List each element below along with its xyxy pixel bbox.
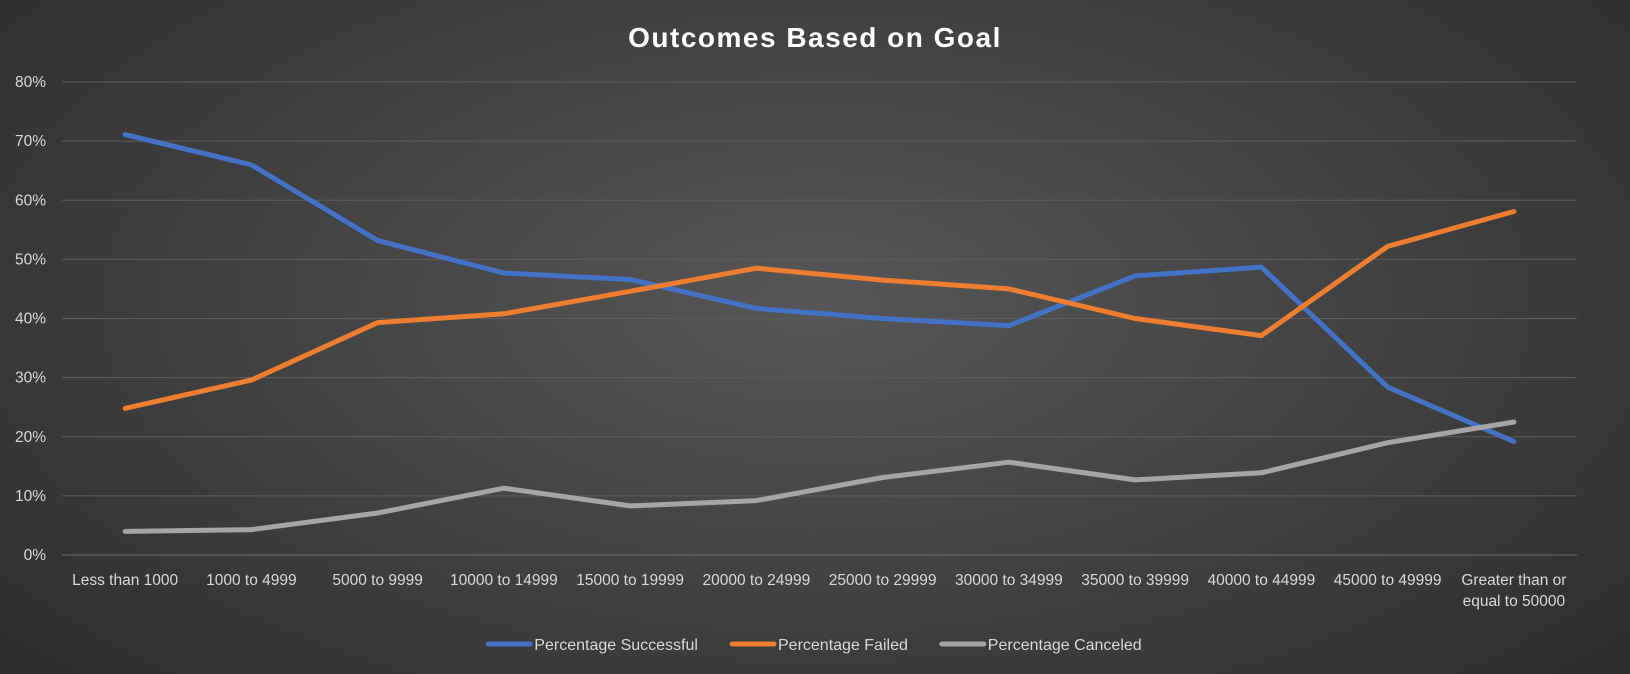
legend-label: Percentage Failed xyxy=(778,637,908,654)
x-tick-label: 15000 to 19999 xyxy=(576,572,684,589)
series-line-1 xyxy=(122,132,1517,444)
x-tick-label: 40000 to 44999 xyxy=(1208,572,1316,589)
y-tick-label: 30% xyxy=(15,370,46,387)
x-tick-label: Less than 1000 xyxy=(72,572,178,589)
x-tick-label: 30000 to 34999 xyxy=(955,572,1063,589)
y-tick-label: 10% xyxy=(15,488,46,505)
y-tick-label: 0% xyxy=(24,547,47,564)
y-tick-label: 80% xyxy=(15,74,46,91)
legend-item: Percentage Successful xyxy=(485,637,698,654)
chart-title: Outcomes Based on Goal xyxy=(628,22,1002,53)
y-tick-label: 40% xyxy=(15,311,46,328)
series-lines xyxy=(122,132,1517,534)
x-tick-label: 35000 to 39999 xyxy=(1081,572,1189,589)
legend-item: Percentage Canceled xyxy=(939,637,1142,654)
legend: Percentage Successful Percentage Failed Pe… xyxy=(485,637,1142,654)
y-tick-label: 60% xyxy=(15,192,46,209)
x-tick-label: Greater than or equal to 50000 xyxy=(1461,572,1566,610)
y-tick-label: 50% xyxy=(15,251,46,268)
series-line-3 xyxy=(122,419,1517,534)
x-tick-label: 1000 to 4999 xyxy=(206,572,297,589)
x-tick-label: 25000 to 29999 xyxy=(829,572,937,589)
y-tick-label: 20% xyxy=(15,429,46,446)
series-line-2 xyxy=(122,209,1517,411)
legend-item: Percentage Failed xyxy=(729,637,908,654)
x-tick-label: 45000 to 49999 xyxy=(1334,572,1442,589)
legend-label: Percentage Canceled xyxy=(988,637,1142,654)
y-axis-tick-labels: 0% 10% 20% 30% 40% 50% 60% 70% 80% xyxy=(15,74,46,564)
x-tick-label: 5000 to 9999 xyxy=(332,572,423,589)
gridlines xyxy=(62,81,1577,556)
x-tick-label: 10000 to 14999 xyxy=(450,572,558,589)
y-tick-label: 70% xyxy=(15,133,46,150)
legend-label: Percentage Successful xyxy=(534,637,698,654)
x-tick-label: 20000 to 24999 xyxy=(703,572,811,589)
x-axis-tick-labels: Less than 1000 1000 to 4999 5000 to 9999 10… xyxy=(72,572,1566,610)
